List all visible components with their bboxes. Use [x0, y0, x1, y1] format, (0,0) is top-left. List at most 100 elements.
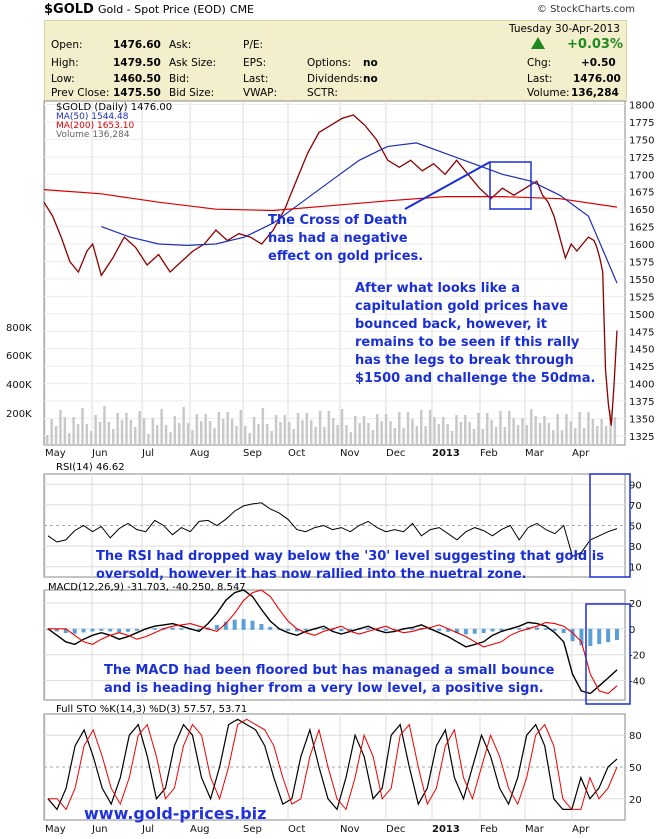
- volume-bar: [270, 431, 273, 445]
- volume-bar: [442, 417, 445, 445]
- macd-highlight-box: [585, 603, 631, 705]
- volume-bar: [235, 426, 238, 445]
- volume-bar: [486, 413, 489, 445]
- volume-bar: [411, 419, 414, 445]
- volume-bar: [296, 413, 300, 445]
- options-value: no: [363, 57, 378, 69]
- macd-histogram-bar: [303, 628, 308, 631]
- cross-highlight-box: [489, 161, 532, 210]
- volume-bar: [604, 426, 608, 445]
- volume-bar: [76, 424, 80, 445]
- volume-bar: [560, 430, 564, 445]
- volume-bar: [530, 409, 533, 445]
- macd-histogram-bar: [286, 628, 291, 631]
- volume-bar: [428, 410, 432, 445]
- volume-bar: [508, 411, 511, 445]
- x-tick-label: May: [45, 824, 66, 835]
- chart-header: $GOLD Gold - Spot Price (EOD) CME: [44, 2, 254, 17]
- volume-bar: [512, 418, 515, 445]
- rsi-note: The RSI had dropped way below the '30' l…: [96, 548, 604, 584]
- y-tick-label: 20: [629, 599, 642, 610]
- macd-histogram-bar: [339, 628, 344, 632]
- macd-histogram-bar: [579, 628, 584, 646]
- x-tick-label: Nov: [340, 824, 360, 835]
- macd-histogram-bar: [321, 628, 326, 630]
- volume-bar: [54, 426, 58, 445]
- x-tick-label: Nov: [340, 448, 360, 459]
- volume-bar: [437, 424, 441, 445]
- prev-close-label: Prev Close:: [51, 87, 110, 99]
- y-tick-label: 1375: [629, 397, 654, 408]
- volume-bar: [472, 429, 476, 445]
- symbol-name: Gold - Spot Price (EOD): [97, 3, 226, 16]
- volume-bar: [217, 412, 221, 445]
- legend-entry: MA(200) 1653.10: [56, 121, 134, 131]
- volume-bar: [274, 415, 278, 445]
- volume-bar: [380, 421, 383, 445]
- macd-histogram-bar: [481, 628, 486, 634]
- macd-histogram-bar: [179, 628, 184, 630]
- volume-bar: [81, 408, 84, 445]
- sto-title: Full STO %K(14,3) %D(3) 57.57, 53.71: [56, 704, 247, 715]
- volume-bar: [393, 428, 397, 445]
- volume-bar: [248, 433, 251, 445]
- rsi-line: [47, 502, 618, 558]
- y-tick-label: 70: [629, 501, 642, 512]
- macd-histogram-bar: [499, 628, 504, 631]
- up-arrow-icon: [531, 37, 545, 49]
- y-tick-label: 1425: [629, 362, 654, 373]
- y-tick-label: 1575: [629, 257, 654, 268]
- note-line: bounced back, however, it: [355, 317, 547, 332]
- macd-histogram-bar: [63, 628, 68, 634]
- low-value: 1460.50: [113, 73, 161, 85]
- volume-bar: [90, 431, 93, 445]
- volume-bar: [490, 420, 493, 445]
- volume-bar: [191, 430, 194, 445]
- volume-bar: [46, 435, 49, 445]
- macd-histogram-bar: [223, 621, 228, 630]
- last2-label: Last:: [527, 73, 553, 85]
- note-line: oversold, however it has now rallied int…: [96, 567, 527, 582]
- volume-bar: [503, 427, 507, 445]
- volume-bar: [543, 416, 546, 445]
- volume-value: 136,284: [571, 87, 619, 99]
- macd-histogram-bar: [232, 619, 237, 630]
- x-tick-label: Mar: [525, 448, 545, 459]
- volume-bar: [244, 426, 247, 445]
- volume-bar: [230, 419, 234, 445]
- volume-bar: [415, 426, 419, 445]
- panel-frame: [43, 100, 626, 446]
- macd-histogram-bar: [437, 628, 442, 631]
- macd-histogram-bar: [170, 627, 175, 630]
- macd-histogram-bar: [463, 628, 468, 635]
- volume-bar: [134, 427, 137, 445]
- y-tick-label: 90: [629, 480, 642, 491]
- volume-bar: [327, 411, 331, 445]
- macd-histogram-bar: [259, 623, 264, 630]
- note-line: remains to be seen if this rally: [355, 335, 580, 350]
- rsi-highlight-box: [589, 473, 631, 578]
- volume-tick-label: 400K: [6, 380, 32, 391]
- volume-bar: [384, 414, 388, 445]
- volume-bar: [534, 416, 537, 445]
- y-tick-label: 1400: [629, 380, 654, 391]
- macd-histogram-bar: [81, 628, 86, 633]
- exchange: CME: [229, 3, 255, 16]
- volume-bar: [204, 414, 207, 445]
- sto-k-line: [47, 718, 618, 811]
- x-tick-label: Aug: [190, 448, 210, 459]
- volume-bar: [195, 414, 199, 445]
- macd-histogram-bar: [366, 628, 371, 630]
- y-tick-label: 20: [629, 795, 642, 806]
- open-label: Open:: [51, 39, 83, 51]
- macd-histogram-bar: [126, 628, 131, 632]
- volume-bar: [50, 419, 53, 445]
- x-tick-label: Jun: [91, 448, 108, 459]
- note-line: effect on gold prices.: [268, 249, 424, 264]
- volume-bar: [288, 422, 291, 445]
- volume-bar: [125, 413, 128, 445]
- rsi-title: RSI(14) 46.62: [56, 462, 125, 473]
- volume-bar: [200, 421, 203, 445]
- y-tick-label: 1550: [629, 275, 654, 286]
- macd-histogram-bar: [117, 628, 122, 633]
